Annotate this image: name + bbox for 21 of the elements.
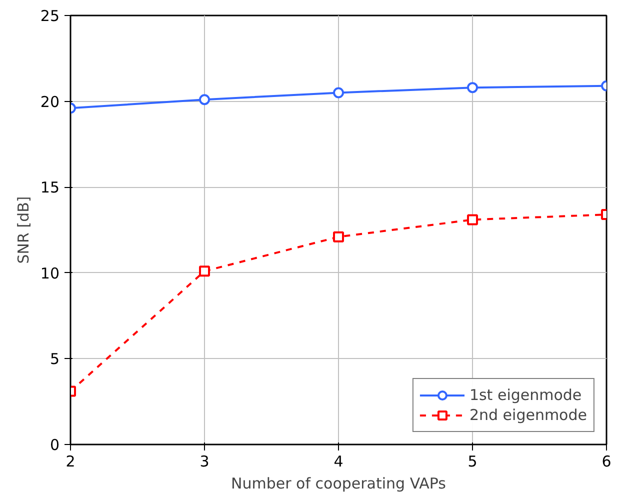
x-tick-label: 3: [200, 452, 210, 470]
y-tick-label: 15: [40, 178, 60, 197]
y-tick-label: 20: [40, 92, 60, 111]
x-axis-title: Number of cooperating VAPs: [231, 474, 446, 492]
y-tick-label: 5: [50, 350, 60, 368]
x-tick-label: 5: [468, 452, 478, 470]
y-tick-label: 10: [40, 264, 60, 282]
y-tick-label: 0: [50, 436, 60, 454]
point: [199, 266, 210, 277]
legend-label: 1st eigenmode: [469, 386, 582, 404]
point: [199, 94, 210, 106]
point: [333, 231, 344, 242]
point: [467, 214, 478, 226]
y-axis-title: SNR [dB]: [14, 196, 32, 264]
y-tick-label: 25: [40, 7, 60, 25]
point: [467, 82, 478, 94]
x-tick-label: 4: [334, 452, 344, 470]
legend-label: 2nd eigenmode: [469, 406, 587, 424]
x-tick-label: 2: [66, 452, 76, 470]
x-tick-label: 6: [602, 452, 612, 470]
point: [333, 87, 344, 98]
